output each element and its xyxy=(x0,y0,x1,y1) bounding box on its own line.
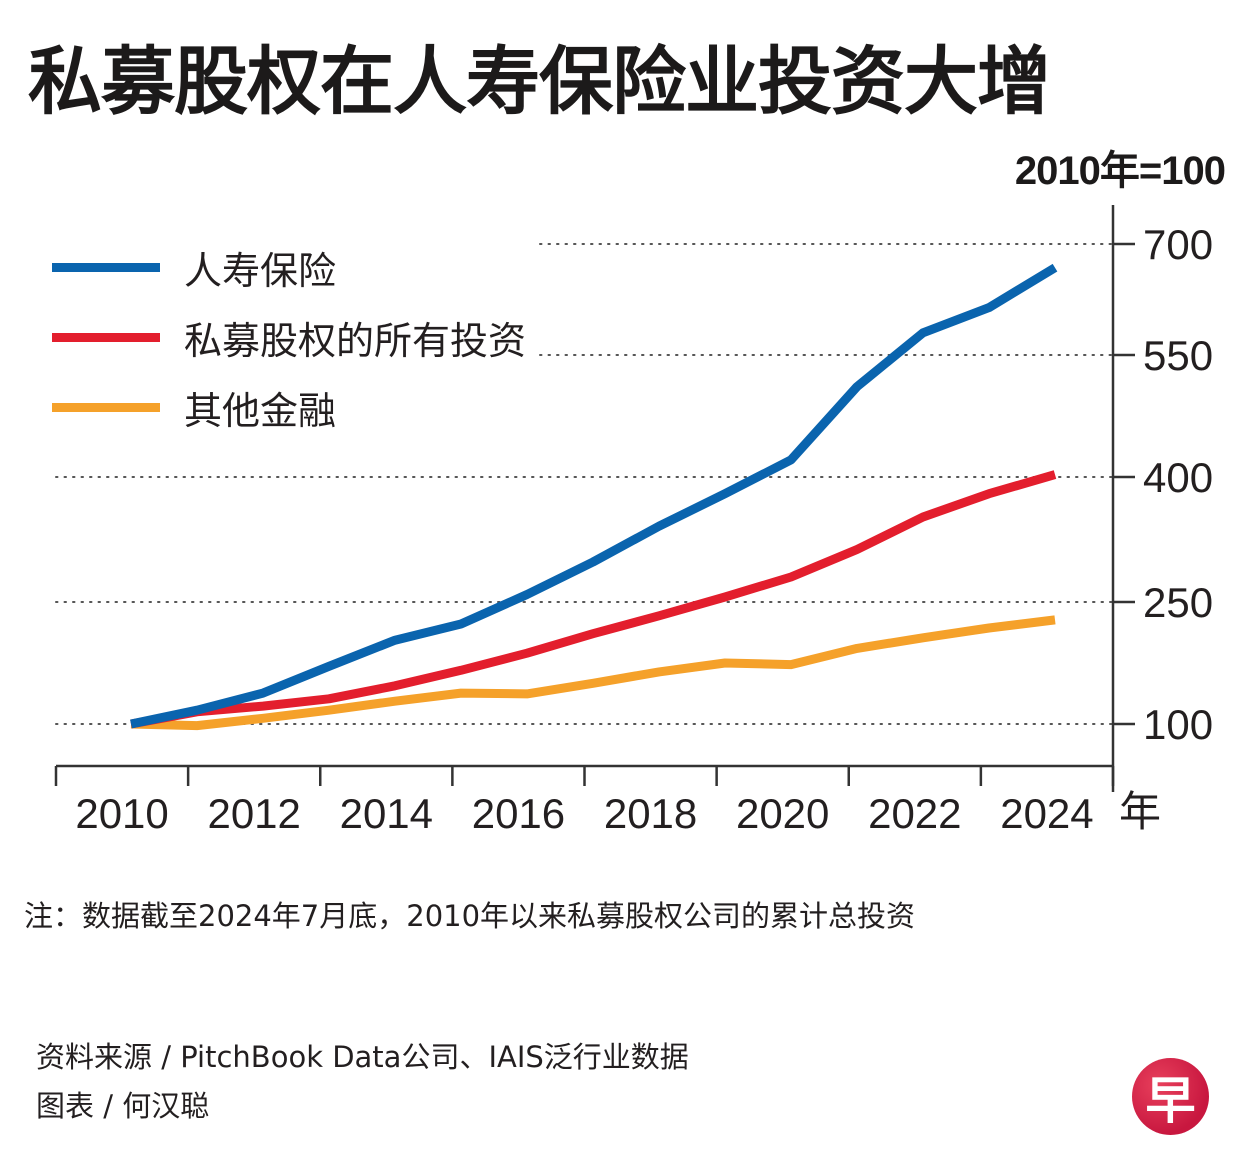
x-tick-label: 2012 xyxy=(207,790,300,837)
y-tick-label: 250 xyxy=(1143,579,1213,626)
x-tick-label: 2024 xyxy=(1000,790,1093,837)
y-tick-label: 550 xyxy=(1143,332,1213,379)
x-tick-label: 2014 xyxy=(340,790,433,837)
legend-label: 私募股权的所有投资 xyxy=(184,318,527,363)
y-tick-label: 100 xyxy=(1143,701,1213,748)
legend-item-other-finance: 其他金融 xyxy=(52,372,526,442)
line-chart: 100 250 400 550 700 2010 2012 2014 2016 2018 2020… xyxy=(54,205,1213,837)
legend: 人寿保险 私募股权的所有投资 其他金融 xyxy=(52,232,526,442)
series-line-2 xyxy=(130,615,1056,731)
series-line-1 xyxy=(130,470,1057,729)
index-base-label: 2010年=100 xyxy=(1014,149,1226,193)
graphic-credit: 图表 / 何汉聪 xyxy=(36,1089,210,1123)
x-unit-label: 年 xyxy=(1119,788,1161,835)
x-tick-label: 2018 xyxy=(604,790,697,837)
y-tick-labels: 100 250 400 550 700 xyxy=(1143,221,1213,748)
series-lines xyxy=(130,263,1058,731)
x-tick-label: 2020 xyxy=(736,790,829,837)
x-tick-label: 2016 xyxy=(472,790,565,837)
x-tick-label: 2022 xyxy=(868,790,961,837)
x-tick-labels: 2010 2012 2014 2016 2018 2020 2022 2024 年 xyxy=(75,788,1161,837)
y-tick-label: 400 xyxy=(1143,454,1213,501)
x-tick-label: 2010 xyxy=(75,790,168,837)
legend-label: 其他金融 xyxy=(184,388,337,433)
footnote: 注：数据截至2024年7月底，2010年以来私募股权公司的累计总投资 xyxy=(24,899,916,933)
legend-item-all-pe-investment: 私募股权的所有投资 xyxy=(52,302,526,372)
legend-swatch xyxy=(52,262,160,272)
series-line-0 xyxy=(130,263,1058,729)
y-tick-label: 700 xyxy=(1143,221,1213,268)
source-credit: 资料来源 / PitchBook Data公司、IAIS泛行业数据 xyxy=(36,1040,689,1074)
legend-item-life-insurance: 人寿保险 xyxy=(52,232,526,302)
chart-title: 私募股权在人寿保险业投资大增 xyxy=(28,39,1051,125)
axes xyxy=(54,205,1135,792)
legend-swatch xyxy=(52,402,160,412)
gridlines xyxy=(55,243,1114,725)
legend-swatch xyxy=(52,332,160,342)
legend-label: 人寿保险 xyxy=(184,248,337,293)
zaobao-logo-icon: 早 xyxy=(1132,1058,1209,1135)
